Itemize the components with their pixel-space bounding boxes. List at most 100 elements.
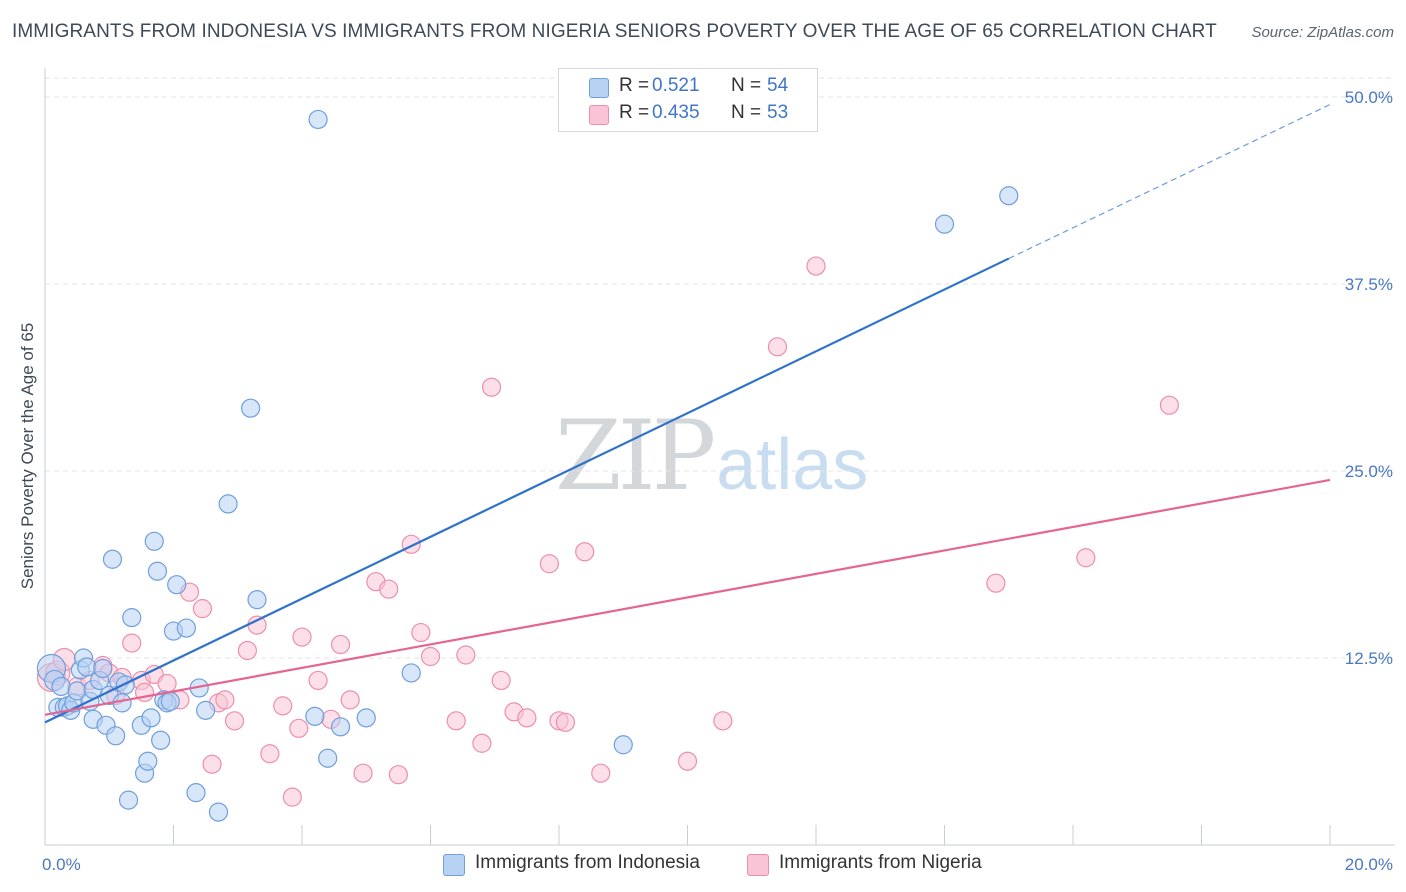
data-point-indonesia (241, 398, 261, 418)
trend-line-indonesia (44, 257, 1010, 724)
data-point-nigeria (591, 763, 611, 783)
data-point-indonesia (247, 590, 267, 610)
data-point-indonesia (93, 658, 113, 679)
data-point-nigeria (192, 599, 213, 619)
data-point-indonesia (118, 790, 139, 810)
data-point-nigeria (677, 751, 698, 771)
data-point-indonesia (613, 735, 633, 755)
data-point-indonesia (305, 706, 325, 726)
x-tick-label-end: 20.0% (1345, 855, 1393, 874)
x-tick-label-start: 0.0% (42, 855, 81, 874)
data-point-nigeria (340, 690, 360, 710)
data-point-indonesia (147, 561, 168, 581)
data-point-nigeria (456, 645, 476, 665)
data-point-nigeria (481, 377, 502, 397)
data-point-nigeria (308, 670, 328, 691)
data-point-indonesia (160, 691, 180, 711)
y-tick-label: 12.5% (1345, 649, 1393, 668)
data-point-nigeria (237, 640, 257, 661)
data-point-indonesia (176, 618, 196, 638)
data-point-indonesia (141, 708, 161, 728)
trend-line-extension-indonesia (1008, 103, 1331, 260)
data-point-nigeria (202, 754, 222, 774)
data-point-indonesia (151, 730, 171, 750)
data-point-indonesia (186, 783, 206, 803)
y-axis-label: Seniors Poverty Over the Age of 65 (18, 323, 37, 589)
data-point-nigeria (555, 712, 576, 732)
legend-r-value-nigeria: 0.435 (652, 102, 700, 123)
data-point-nigeria (446, 711, 466, 731)
stats-legend: R = 0.521 N = 54 R = 0.435 N = 53 (558, 68, 818, 132)
data-point-indonesia (138, 751, 158, 771)
data-point-nigeria (388, 765, 408, 785)
data-point-indonesia (356, 708, 376, 728)
data-point-indonesia (51, 676, 71, 697)
data-point-nigeria (411, 622, 431, 643)
bottom-legend-swatch-nigeria (747, 854, 769, 876)
data-point-indonesia (218, 494, 238, 514)
data-point-nigeria (575, 542, 595, 562)
data-point-nigeria (539, 554, 559, 574)
data-point-nigeria (289, 718, 309, 738)
source-credit: Source: ZipAtlas.com (1251, 24, 1394, 41)
legend-r-label-indonesia: R = (619, 75, 650, 96)
legend-r-label-nigeria: R = (619, 102, 650, 123)
data-point-indonesia (308, 109, 328, 130)
data-point-nigeria (517, 708, 537, 728)
data-point-nigeria (122, 633, 142, 653)
y-tick-label: 50.0% (1345, 88, 1393, 107)
data-point-indonesia (196, 700, 216, 720)
data-point-nigeria (401, 534, 421, 554)
bottom-legend-label-nigeria: Immigrants from Nigeria (779, 852, 982, 873)
data-point-indonesia (167, 575, 187, 595)
legend-n-label-indonesia: N = (731, 75, 762, 96)
data-point-nigeria (472, 733, 492, 753)
legend-n-value-indonesia: 54 (767, 75, 789, 96)
data-point-nigeria (247, 615, 267, 635)
data-point-indonesia (999, 186, 1019, 206)
data-point-nigeria (282, 787, 302, 807)
data-point-indonesia (934, 214, 955, 234)
data-point-nigeria (379, 579, 399, 599)
bottom-legend-swatch-indonesia (443, 854, 465, 876)
data-point-nigeria (1076, 548, 1096, 568)
watermark: ZIPatlas (555, 400, 868, 512)
legend-r-value-indonesia: 0.521 (652, 75, 700, 96)
data-point-nigeria (713, 711, 733, 731)
watermark-zip: ZIP (555, 400, 716, 512)
data-point-indonesia (102, 549, 123, 569)
data-point-nigeria (491, 670, 511, 691)
data-point-nigeria (420, 646, 441, 667)
data-point-nigeria (767, 337, 788, 357)
data-point-nigeria (224, 711, 245, 731)
data-point-indonesia (77, 657, 97, 677)
data-point-indonesia (106, 726, 126, 746)
data-point-nigeria (215, 690, 235, 710)
data-point-nigeria (1159, 395, 1179, 415)
data-point-nigeria (986, 573, 1006, 593)
data-point-indonesia (122, 608, 142, 628)
legend-n-label-nigeria: N = (731, 102, 762, 123)
legend-n-value-nigeria: 53 (767, 102, 789, 123)
data-point-indonesia (330, 717, 351, 737)
data-point-indonesia (144, 531, 164, 551)
data-point-nigeria (330, 634, 351, 655)
watermark-atlas: atlas (716, 425, 869, 505)
data-point-indonesia (208, 802, 229, 822)
trend-line-nigeria (44, 478, 1331, 716)
legend-swatch-indonesia (589, 78, 609, 98)
data-point-nigeria (292, 627, 312, 647)
legend-swatch-nigeria (589, 105, 609, 125)
data-point-indonesia (318, 748, 338, 768)
data-point-nigeria (273, 696, 293, 716)
data-point-indonesia (115, 675, 135, 695)
data-point-nigeria (353, 763, 373, 783)
data-point-nigeria (806, 256, 826, 276)
y-tick-label: 25.0% (1345, 462, 1393, 481)
bottom-legend-label-indonesia: Immigrants from Indonesia (475, 852, 700, 873)
data-point-indonesia (401, 663, 421, 683)
chart-title: IMMIGRANTS FROM INDONESIA VS IMMIGRANTS … (12, 21, 1217, 42)
y-tick-label: 37.5% (1345, 275, 1393, 294)
data-point-nigeria (157, 673, 177, 694)
